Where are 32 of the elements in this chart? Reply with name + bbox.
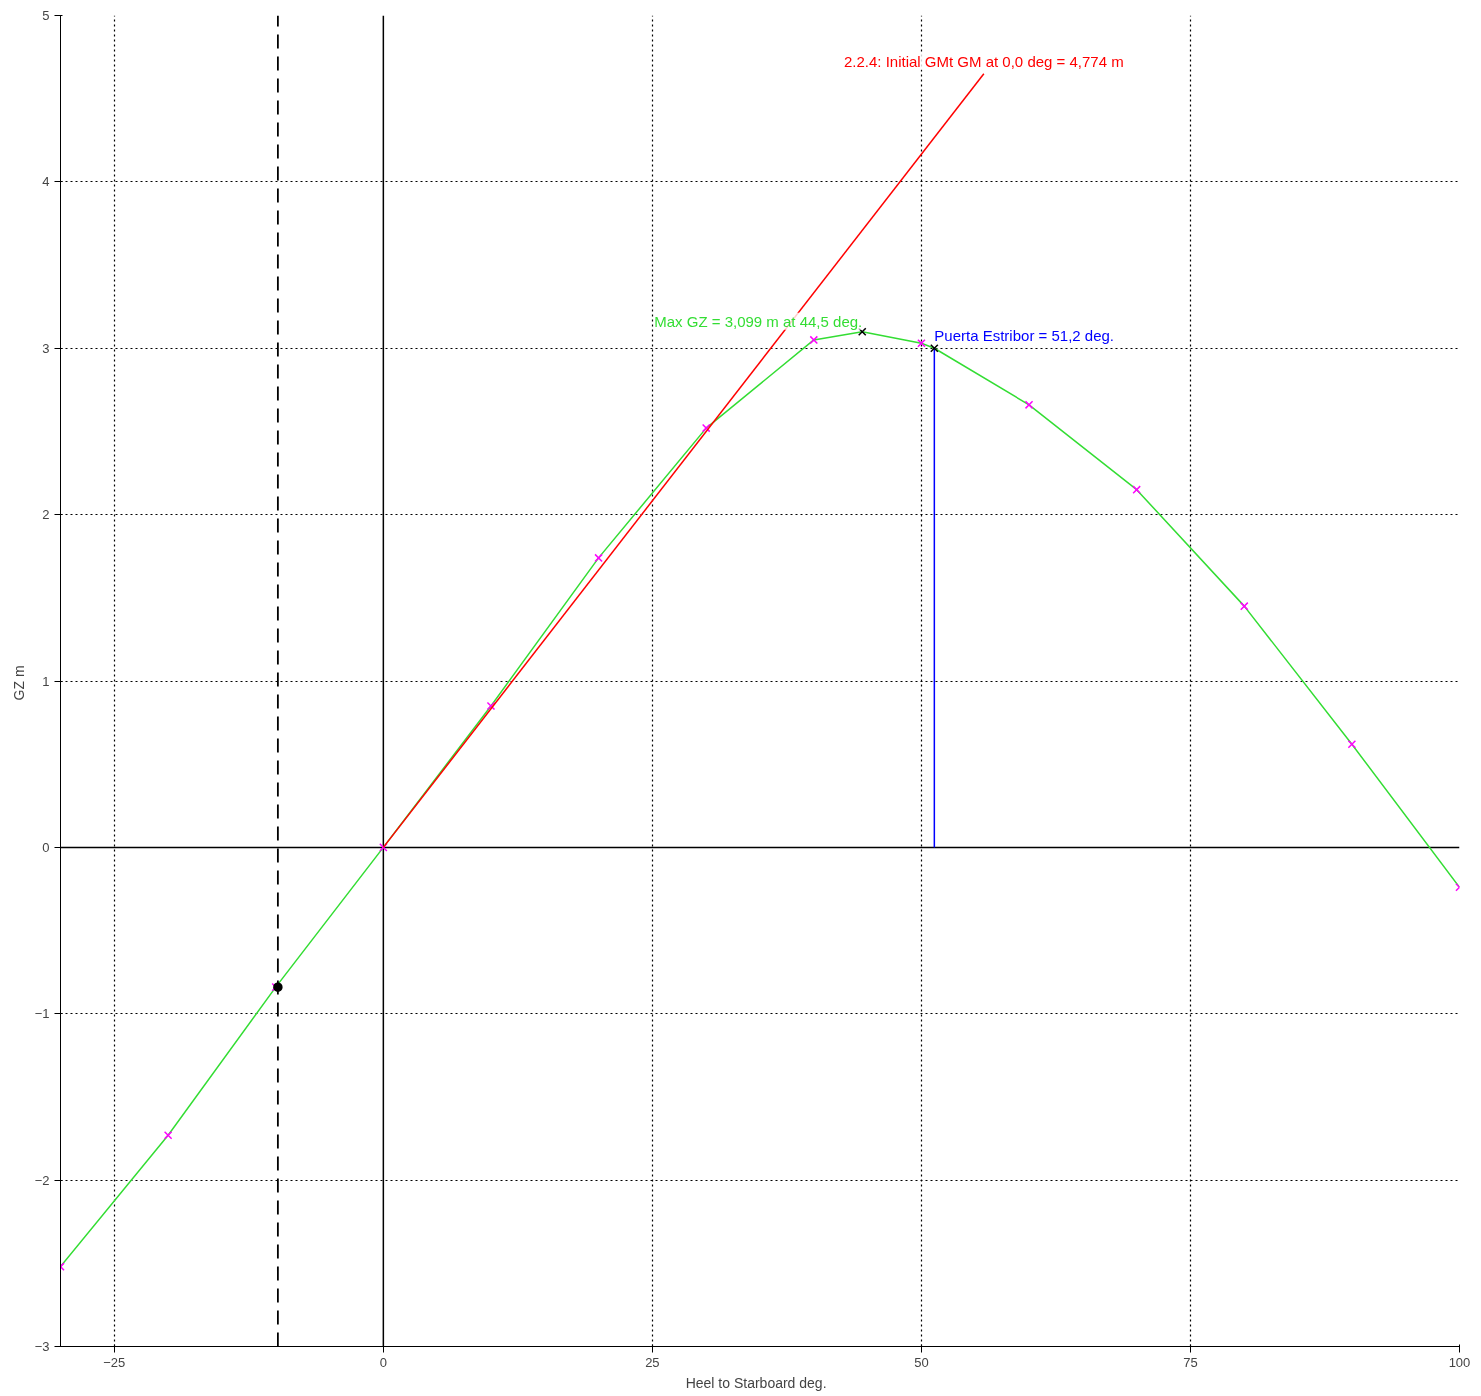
x-tick-label: 75 (1183, 1354, 1198, 1370)
y-tick-label: 2 (42, 507, 50, 523)
point (1132, 485, 1141, 494)
x-tick-label: 100 (1448, 1354, 1471, 1370)
point (930, 343, 939, 353)
series-label: Puerta Estribor = 51,2 deg. (934, 327, 1115, 345)
point (486, 701, 496, 711)
point (809, 335, 819, 345)
x-tick-label: 50 (914, 1354, 929, 1370)
point (1024, 400, 1034, 410)
y-tick-label: 1 (42, 673, 50, 689)
y-tick-label: −3 (34, 1339, 50, 1354)
point (163, 1130, 173, 1140)
point (1239, 601, 1249, 611)
y-tick-label: 4 (42, 174, 50, 190)
y-axis-title: GZ m (10, 665, 27, 701)
y-tick-label: 3 (42, 340, 50, 356)
point (594, 553, 603, 563)
point (701, 423, 711, 433)
series-label: Max GZ = 3,099 m at 44,5 deg. (654, 312, 863, 330)
y-tick-label: −1 (34, 1006, 50, 1022)
y-tick-label: 0 (42, 839, 50, 855)
y-tick-label: 5 (42, 8, 50, 23)
series-label: 2.2.4: Initial GMt GM at 0,0 deg = 4,774 m (843, 52, 1124, 70)
x-tick-label: −25 (103, 1354, 126, 1370)
point (917, 338, 926, 348)
line-series (60, 331, 1460, 1268)
x-tick-label: 0 (379, 1354, 387, 1370)
point (1347, 739, 1357, 749)
y-tick-label: −2 (34, 1172, 50, 1188)
x-tick-label: 25 (645, 1354, 660, 1370)
x-axis-title: Heel to Starboard deg. (685, 1374, 827, 1391)
